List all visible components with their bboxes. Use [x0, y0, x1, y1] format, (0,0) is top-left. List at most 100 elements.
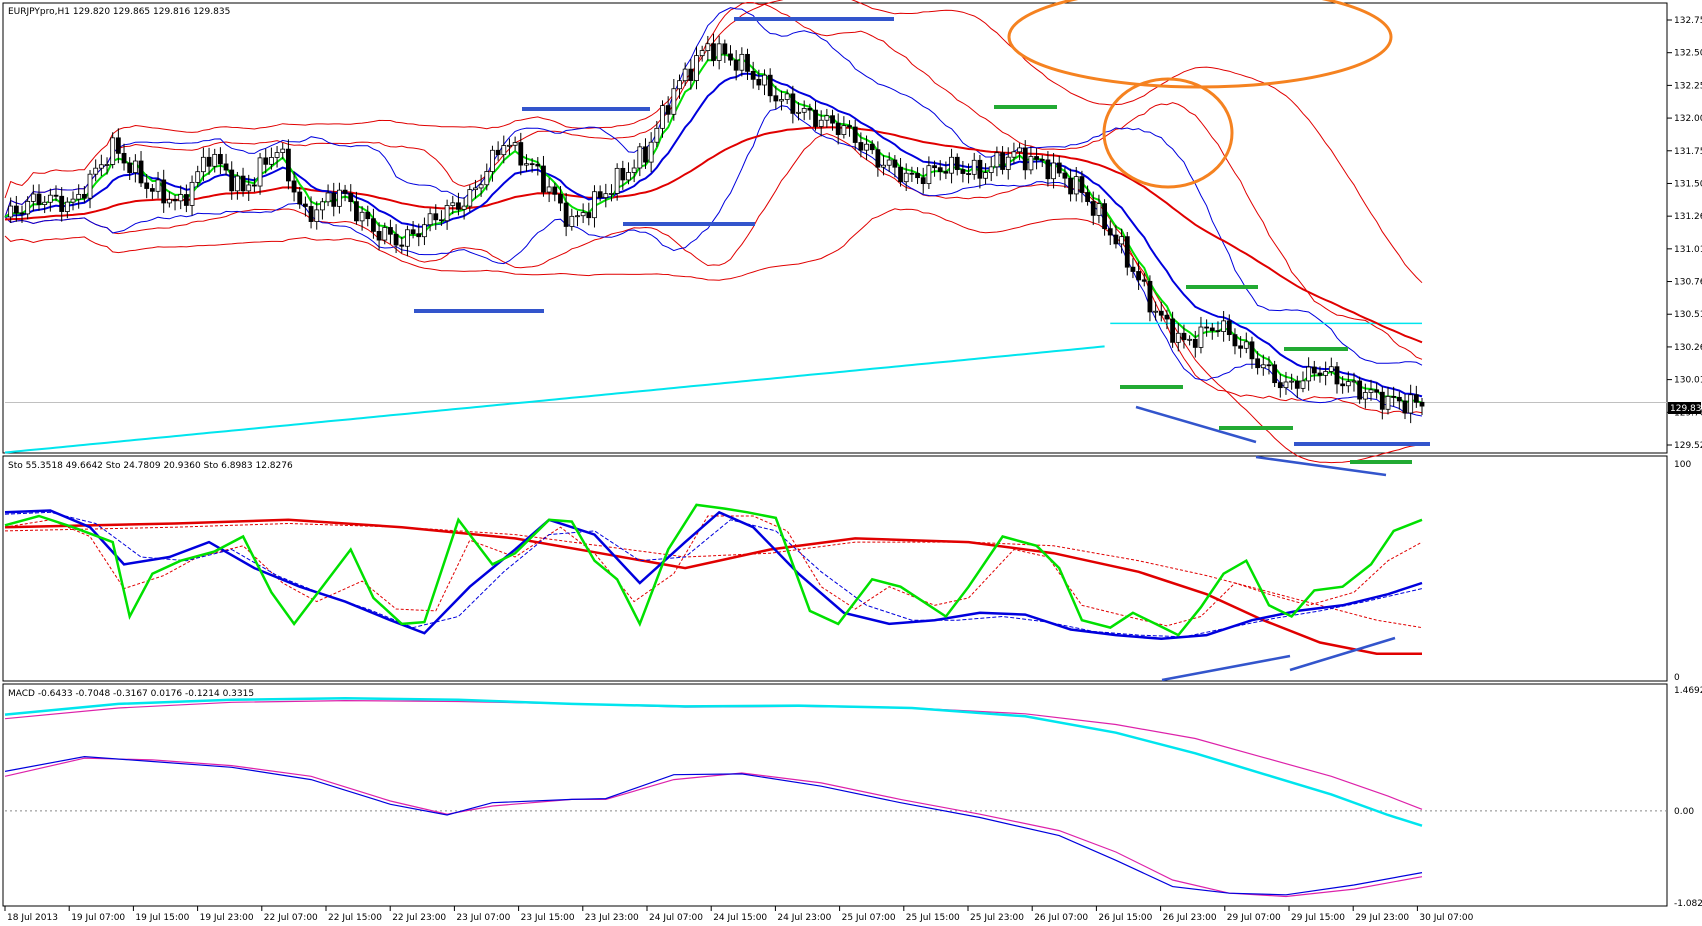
band-red-upper-line — [4, 1, 1423, 360]
price-axis-label: 132.500 — [1674, 49, 1702, 59]
candle-body — [626, 172, 631, 181]
candle-body — [1051, 162, 1056, 180]
candle-body — [200, 156, 206, 173]
candle-body — [824, 115, 830, 121]
candle-body — [1124, 236, 1130, 268]
candle-body — [399, 244, 405, 247]
candle-body — [541, 165, 546, 193]
candle-body — [1153, 310, 1159, 313]
candle-body — [490, 149, 495, 172]
candle-body — [830, 115, 835, 124]
candle-body — [705, 43, 711, 51]
candle-body — [529, 163, 535, 166]
candle-body — [512, 142, 518, 146]
candle-body — [257, 157, 263, 187]
candle-body — [1408, 394, 1414, 414]
price-plot — [4, 0, 1667, 477]
candle-body — [416, 233, 422, 238]
candle-body — [1238, 345, 1244, 349]
candle-body — [1034, 156, 1039, 160]
candle-body — [1362, 392, 1368, 400]
candle-body — [1232, 334, 1238, 347]
candle-body — [1198, 326, 1204, 348]
candle-body — [716, 43, 722, 61]
candle-body — [745, 53, 750, 72]
candle-body — [665, 105, 671, 115]
candle-body — [518, 142, 524, 166]
candle-body — [484, 171, 490, 186]
candle-body — [943, 171, 949, 174]
stoch-mid-signal-line — [4, 511, 1423, 638]
time-axis-label: 29 Jul 15:00 — [1291, 913, 1345, 923]
macd-short-signal-line — [4, 757, 1423, 898]
candle-body — [597, 191, 603, 198]
candle-body — [223, 163, 229, 171]
trendline — [1289, 636, 1396, 672]
candle-body — [1215, 330, 1221, 333]
candle-body — [507, 144, 512, 147]
candle-body — [801, 108, 807, 113]
time-axis-label: 23 Jul 07:00 — [456, 913, 510, 923]
current-price-tag: 129.835 — [1670, 404, 1702, 414]
time-axis-label: 23 Jul 23:00 — [585, 913, 639, 923]
candle-body — [762, 74, 767, 86]
candle-body — [915, 173, 920, 179]
candle-body — [320, 201, 325, 211]
candle-body — [285, 148, 291, 182]
macd-plot — [4, 696, 1667, 898]
candle-body — [98, 164, 104, 169]
candle-body — [558, 193, 563, 204]
candle-body — [1243, 341, 1249, 349]
candle-body — [637, 146, 643, 169]
candle-body — [926, 165, 932, 185]
time-axis-label: 24 Jul 23:00 — [777, 913, 831, 923]
candle-body — [365, 211, 371, 220]
candle-body — [325, 192, 331, 203]
candle-body — [563, 202, 569, 227]
stoch-panel-header: Sto 55.3518 49.6642 Sto 24.7809 20.9360 … — [8, 461, 293, 471]
candle-body — [376, 231, 382, 241]
candle-body — [620, 167, 626, 181]
candle-body — [308, 206, 314, 222]
candle-body — [1260, 364, 1266, 369]
candle-body — [1340, 383, 1346, 387]
macd-panel-frame — [2, 683, 1668, 907]
candle-body — [603, 193, 609, 198]
candle-body — [688, 68, 694, 81]
candle-body — [246, 184, 252, 192]
candle-body — [937, 167, 943, 172]
candle-body — [1090, 201, 1096, 216]
candle-body — [1056, 162, 1062, 174]
price-axis-label: 131.010 — [1674, 245, 1702, 255]
candle-body — [342, 189, 348, 194]
candle-body — [569, 215, 575, 227]
candle-body — [535, 163, 541, 167]
candle-body — [456, 202, 461, 210]
candle-body — [648, 141, 654, 163]
time-axis-label: 25 Jul 23:00 — [970, 913, 1024, 923]
candle-body — [1022, 147, 1028, 171]
candle-body — [371, 218, 376, 232]
candle-body — [1391, 396, 1397, 398]
price-axis-label: 132.250 — [1674, 81, 1702, 91]
candle-body — [234, 175, 240, 192]
candle-body — [920, 177, 926, 185]
candle-body — [779, 99, 784, 102]
candle-body — [881, 164, 886, 168]
candle-body — [1300, 380, 1306, 389]
candle-body — [886, 159, 892, 166]
candle-body — [614, 167, 620, 194]
candle-body — [478, 184, 484, 189]
price-axis-label: 131.260 — [1674, 212, 1702, 222]
candle-body — [1357, 380, 1363, 400]
candle-body — [291, 180, 297, 193]
candle-body — [127, 162, 133, 173]
candle-body — [229, 169, 235, 192]
trendline — [1255, 455, 1387, 477]
candle-body — [750, 70, 756, 80]
stoch-axis-label: 0 — [1674, 673, 1680, 683]
macd-axis-label: 0.00 — [1674, 807, 1694, 817]
current-price-tag-bg — [1668, 402, 1701, 414]
candle-body — [932, 165, 937, 169]
